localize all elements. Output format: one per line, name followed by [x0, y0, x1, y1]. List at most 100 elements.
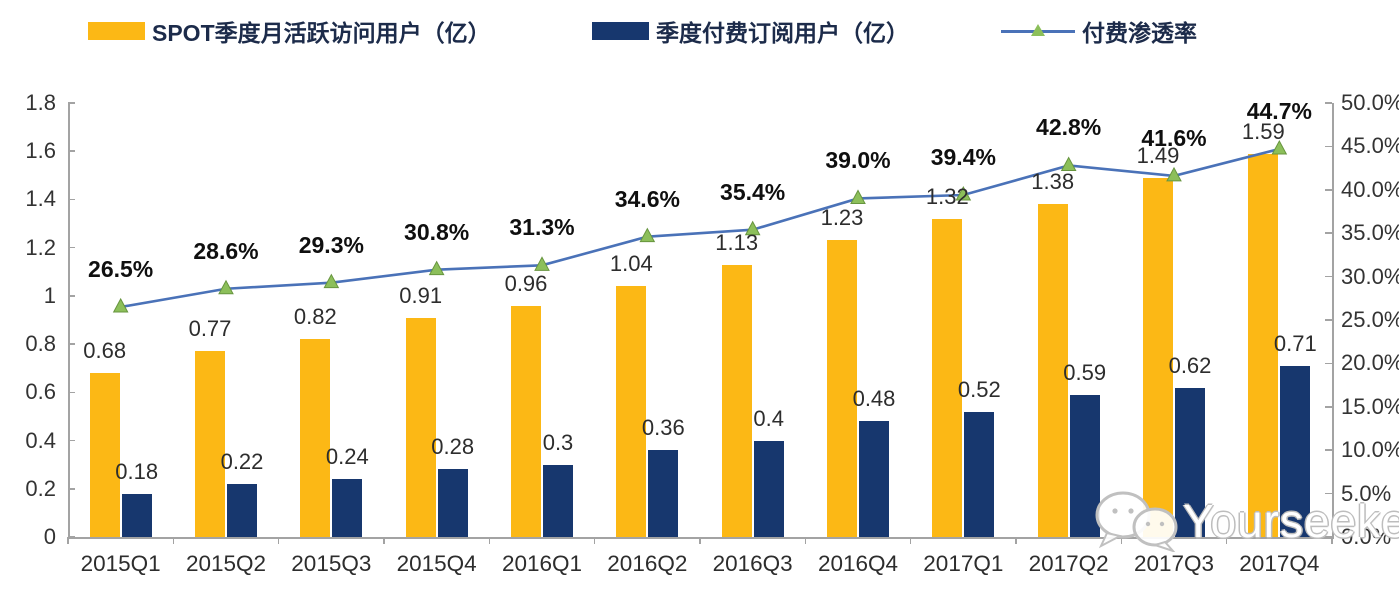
left-y-axis	[68, 103, 70, 538]
left-axis-tick	[68, 198, 75, 201]
mau-bar	[616, 286, 647, 537]
right-axis-tick	[1325, 189, 1332, 191]
right-axis-tick-label: 45.0%	[1341, 133, 1399, 159]
x-axis-label: 2015Q2	[185, 551, 267, 576]
penetration-legend-label: 付费渗透率	[1082, 20, 1197, 46]
mau-legend-swatch	[88, 22, 145, 40]
mau-bar	[511, 305, 541, 537]
subscribers-legend-label: 季度付费订阅用户（亿）	[656, 20, 909, 46]
subscribers-bar-value: 0.18	[115, 458, 159, 484]
legend-item-subscribers: 季度付费订阅用户（亿）	[592, 18, 909, 46]
triangle-marker-icon	[218, 279, 234, 295]
subscribers-bar-value: 0.59	[1063, 359, 1107, 385]
mau-bar	[300, 339, 331, 537]
x-axis-label: 2017Q3	[1133, 551, 1215, 576]
right-axis-tick	[1325, 492, 1332, 495]
triangle-marker-icon	[112, 297, 129, 313]
right-axis-tick	[1325, 449, 1332, 451]
triangle-marker-icon	[323, 273, 340, 289]
right-axis-tick-label: 25.0%	[1341, 307, 1399, 332]
left-axis-tick-label: 0.8	[25, 331, 56, 357]
right-axis-tick	[1325, 102, 1332, 104]
subscribers-bar	[859, 421, 889, 537]
penetration-value: 35.4%	[720, 178, 786, 205]
left-axis-tick-label: 0	[43, 524, 56, 549]
right-axis-tick	[1325, 232, 1332, 234]
penetration-value: 34.6%	[614, 185, 680, 212]
x-axis-tick	[172, 537, 175, 544]
right-axis-tick-label: 40.0%	[1341, 176, 1399, 202]
subscribers-bar	[437, 469, 468, 537]
x-axis-tick	[1331, 537, 1333, 544]
subscribers-bar	[1280, 365, 1311, 537]
x-axis-label: 2017Q1	[923, 551, 1004, 576]
mau-bar-value: 1.32	[925, 183, 969, 209]
x-axis-label: 2016Q2	[607, 551, 688, 576]
x-axis-label: 2015Q3	[291, 551, 372, 576]
right-axis-tick-label: 50.0%	[1341, 90, 1399, 115]
x-axis-tick	[277, 537, 280, 544]
subscribers-bar	[543, 464, 573, 537]
mau-bar	[405, 317, 436, 537]
right-axis-tick	[1325, 406, 1332, 408]
penetration-value: 26.5%	[88, 255, 154, 282]
subscribers-bar-value: 0.71	[1273, 330, 1317, 356]
subscribers-bar	[964, 411, 995, 537]
left-axis-tick	[68, 488, 75, 490]
subscribers-legend-swatch	[592, 22, 649, 40]
x-axis-tick	[1015, 537, 1017, 544]
subscribers-bar	[1175, 387, 1205, 537]
penetration-value: 31.3%	[509, 214, 575, 241]
right-axis-tick	[1325, 362, 1332, 365]
triangle-marker-icon	[639, 227, 656, 243]
mau-bar	[195, 351, 225, 537]
right-axis-tick-label: 35.0%	[1341, 220, 1399, 246]
subscribers-bar	[332, 479, 363, 537]
x-axis-label: 2017Q4	[1239, 551, 1320, 576]
right-axis-tick	[1325, 319, 1332, 321]
subscribers-bar-value: 0.52	[957, 376, 1001, 402]
subscribers-bar-value: 0.62	[1168, 352, 1212, 378]
subscribers-bar	[121, 493, 152, 537]
subscribers-bar	[1069, 394, 1100, 537]
mau-bar-value: 0.91	[399, 282, 443, 308]
right-axis-tick-label: 30.0%	[1341, 263, 1399, 289]
x-axis-tick	[699, 537, 701, 544]
subscribers-bar	[753, 440, 784, 537]
subscribers-bar-value: 0.22	[220, 448, 264, 474]
mau-bar-value: 1.38	[1031, 169, 1075, 195]
left-axis-tick	[68, 102, 75, 104]
left-axis-tick	[68, 391, 75, 394]
x-axis-tick	[593, 537, 596, 544]
mau-bar	[89, 373, 120, 537]
x-axis-tick	[383, 537, 385, 544]
mau-bar-value: 0.96	[504, 270, 548, 296]
mau-bar-value: 1.04	[609, 251, 653, 277]
penetration-value: 42.8%	[1036, 114, 1102, 141]
x-axis-label: 2017Q2	[1028, 551, 1109, 576]
triangle-marker-icon	[850, 189, 866, 204]
penetration-value: 39.4%	[930, 144, 996, 170]
right-axis-tick-label: 20.0%	[1341, 350, 1399, 376]
mau-bar-value: 0.68	[83, 338, 127, 364]
left-axis-tick-label: 1.6	[25, 138, 56, 164]
triangle-marker-icon	[534, 256, 550, 271]
right-axis-tick	[1325, 536, 1332, 538]
x-axis-label: 2016Q1	[501, 551, 583, 576]
left-axis-tick-label: 0.6	[25, 379, 56, 405]
left-axis-tick	[68, 295, 75, 297]
right-axis-tick	[1325, 275, 1332, 278]
mau-bar-value: 1.13	[715, 229, 759, 255]
subscribers-bar-value: 0.36	[641, 415, 685, 441]
x-axis-tick	[67, 537, 69, 544]
mau-bar-value: 0.82	[293, 304, 337, 330]
mau-bar-value: 1.23	[820, 205, 864, 231]
x-axis-label: 2015Q4	[396, 551, 477, 576]
left-axis-tick-label: 1	[43, 282, 56, 308]
penetration-value: 41.6%	[1141, 124, 1207, 151]
triangle-marker-icon	[428, 260, 445, 276]
left-axis-tick-label: 0.2	[25, 475, 56, 501]
right-axis-tick-label: 0.0%	[1341, 524, 1392, 549]
left-axis-tick-label: 1.2	[25, 234, 56, 260]
